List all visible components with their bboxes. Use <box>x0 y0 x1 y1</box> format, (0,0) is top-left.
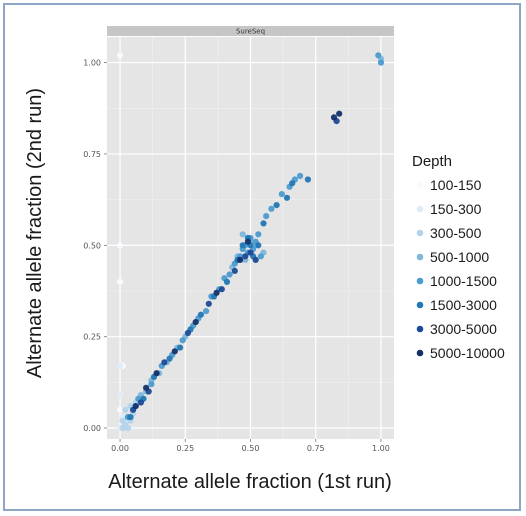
legend-key <box>416 205 424 213</box>
data-point <box>137 399 144 406</box>
data-point <box>255 242 262 249</box>
legend-label: 5000-10000 <box>430 345 505 361</box>
data-point <box>247 249 254 256</box>
grid <box>107 37 394 439</box>
legend-label: 3000-5000 <box>430 321 497 337</box>
data-point <box>252 256 259 263</box>
data-point <box>218 286 225 293</box>
data-point <box>161 359 168 366</box>
y-tick-label: 1.00 <box>83 59 101 68</box>
data-point <box>119 417 126 424</box>
legend-title: Depth <box>412 153 452 170</box>
data-point <box>171 348 178 355</box>
data-point <box>268 205 275 212</box>
legend: Depth 100-150 150-300 300-500 500-1000 1000-… <box>412 153 505 361</box>
legend-key <box>416 349 424 357</box>
data-point <box>375 52 382 59</box>
data-point <box>132 403 139 410</box>
data-point <box>205 300 212 307</box>
data-point <box>116 52 124 59</box>
data-point <box>255 231 262 238</box>
data-point <box>239 231 246 238</box>
x-tick-label: 0.50 <box>242 444 260 453</box>
legend-key <box>416 229 424 237</box>
panel-strip <box>107 26 394 36</box>
x-tick-label: 0.00 <box>111 444 129 453</box>
legend-label: 1500-3000 <box>430 297 497 313</box>
data-point <box>223 278 231 285</box>
data-point <box>213 289 220 296</box>
data-point <box>242 253 249 260</box>
legend-label: 300-500 <box>430 225 482 241</box>
data-point <box>304 176 311 183</box>
data-point <box>239 242 246 249</box>
data-point <box>244 238 251 245</box>
data-point <box>166 355 173 362</box>
data-point <box>260 220 267 227</box>
data-point <box>192 319 199 326</box>
data-point <box>116 242 124 249</box>
legend-label: 1000-1500 <box>430 273 497 289</box>
data-points <box>116 52 385 432</box>
y-axis-title: Alternate allele fraction (2nd run) <box>24 88 46 378</box>
data-point <box>237 256 244 263</box>
data-point <box>203 308 210 315</box>
data-point <box>116 278 124 285</box>
y-tick-label: 0.50 <box>83 241 101 250</box>
legend-label: 150-300 <box>430 201 482 217</box>
panel-strip-label: SureSeq <box>236 28 265 36</box>
data-point <box>124 424 131 432</box>
y-tick-label: 0.00 <box>83 424 101 433</box>
legend-key <box>416 253 424 261</box>
data-point <box>116 362 124 369</box>
data-point <box>278 191 285 198</box>
data-point <box>177 344 184 351</box>
data-point <box>153 370 160 377</box>
axis-ticks: 0.00 0.25 0.50 0.75 1.00 0.00 0.25 0.50 0.75 1.00 <box>83 59 390 453</box>
data-point <box>283 194 291 201</box>
data-point <box>184 329 191 337</box>
data-point <box>289 180 296 187</box>
data-point <box>231 267 238 274</box>
data-point <box>226 271 233 278</box>
data-point <box>336 110 343 117</box>
data-point <box>127 414 134 421</box>
data-point <box>148 381 155 388</box>
data-point <box>297 172 304 179</box>
x-tick-label: 0.75 <box>307 444 325 453</box>
legend-label: 500-1000 <box>430 249 489 265</box>
data-point <box>179 337 186 344</box>
y-tick-label: 0.75 <box>83 150 101 159</box>
data-point <box>122 406 129 413</box>
x-tick-label: 0.25 <box>176 444 194 453</box>
data-point <box>116 392 124 399</box>
data-point <box>330 114 338 121</box>
legend-key <box>416 277 424 285</box>
data-point <box>257 253 264 260</box>
y-tick-label: 0.25 <box>83 333 101 342</box>
legend-key <box>416 325 424 333</box>
data-point <box>197 311 204 318</box>
data-point <box>263 213 270 220</box>
legend-key <box>416 301 424 309</box>
legend-key <box>416 181 424 189</box>
data-point <box>143 384 150 391</box>
legend-label: 100-150 <box>430 177 482 193</box>
data-point <box>377 59 385 66</box>
data-point <box>273 202 280 209</box>
x-tick-label: 1.00 <box>372 444 390 453</box>
data-point <box>116 406 124 413</box>
x-axis-title: Alternate allele fraction (1st run) <box>108 471 391 493</box>
